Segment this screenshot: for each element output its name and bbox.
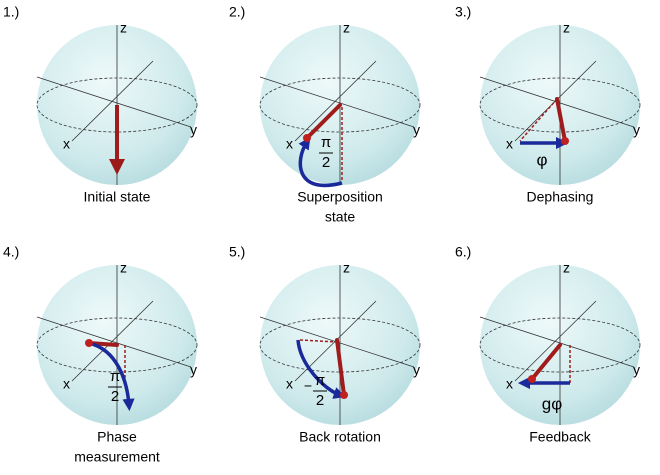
axis-label: x	[506, 136, 513, 152]
panel-number: 2.)	[229, 4, 245, 20]
panel-number: 1.)	[3, 4, 19, 20]
projection	[299, 339, 338, 343]
state-vector	[555, 97, 567, 143]
state-vector	[530, 343, 562, 381]
axis-label: z	[343, 260, 350, 276]
state-point	[85, 339, 93, 347]
rotation-arrow	[298, 136, 343, 188]
caption: Feedback	[529, 429, 591, 445]
panel-number: 6.)	[455, 244, 471, 260]
angle-label: φ	[536, 150, 547, 169]
y-axis	[36, 316, 192, 368]
state-point	[528, 375, 536, 383]
axis-label: x	[286, 376, 293, 392]
y-axis	[36, 76, 192, 128]
caption: Back rotation	[299, 429, 381, 445]
state-point	[303, 134, 311, 142]
angle-denominator: 2	[111, 388, 119, 405]
rotation-arrow	[296, 339, 346, 399]
axis-label: x	[286, 136, 293, 152]
axis-label: x	[506, 376, 513, 392]
caption: measurement	[74, 449, 160, 465]
state-point	[561, 137, 569, 145]
caption: Initial state	[84, 189, 151, 205]
y-axis	[479, 316, 635, 368]
state-point	[340, 391, 348, 399]
axis-label: x	[63, 136, 70, 152]
y-axis	[259, 76, 415, 128]
axis-label: y	[633, 122, 640, 138]
caption: Superposition	[297, 189, 383, 205]
axis-label: y	[413, 362, 420, 378]
x-axis	[294, 60, 377, 142]
angle-denominator: 2	[316, 392, 324, 409]
panel-number: 5.)	[229, 244, 245, 260]
angle-denominator: 2	[322, 154, 330, 171]
x-axis	[514, 300, 597, 382]
axis-label: y	[190, 122, 197, 138]
panel-number: 4.)	[3, 244, 19, 260]
axis-label: y	[190, 362, 197, 378]
axis-label: z	[563, 260, 570, 276]
axis-label: y	[633, 362, 640, 378]
rotation-arrow	[88, 341, 135, 412]
caption: Dephasing	[527, 189, 594, 205]
panel-number: 3.)	[455, 4, 471, 20]
state-vector	[335, 338, 346, 397]
angle-label: gφ	[542, 394, 562, 413]
x-axis	[71, 60, 154, 142]
x-axis	[71, 300, 154, 382]
caption: Phase	[97, 429, 137, 445]
angle-numerator: π	[321, 134, 331, 151]
projection	[519, 98, 558, 142]
angle-numerator: π	[110, 368, 120, 385]
angle-numerator: π	[315, 372, 325, 389]
axis-label: y	[413, 122, 420, 138]
axis-label: z	[120, 20, 127, 36]
axis-label: x	[63, 376, 70, 392]
state-vector	[305, 103, 342, 140]
axis-label: z	[343, 20, 350, 36]
caption: state	[325, 209, 356, 225]
angle-sign: −	[304, 378, 312, 394]
axis-label: z	[120, 260, 127, 276]
axis-label: z	[563, 20, 570, 36]
